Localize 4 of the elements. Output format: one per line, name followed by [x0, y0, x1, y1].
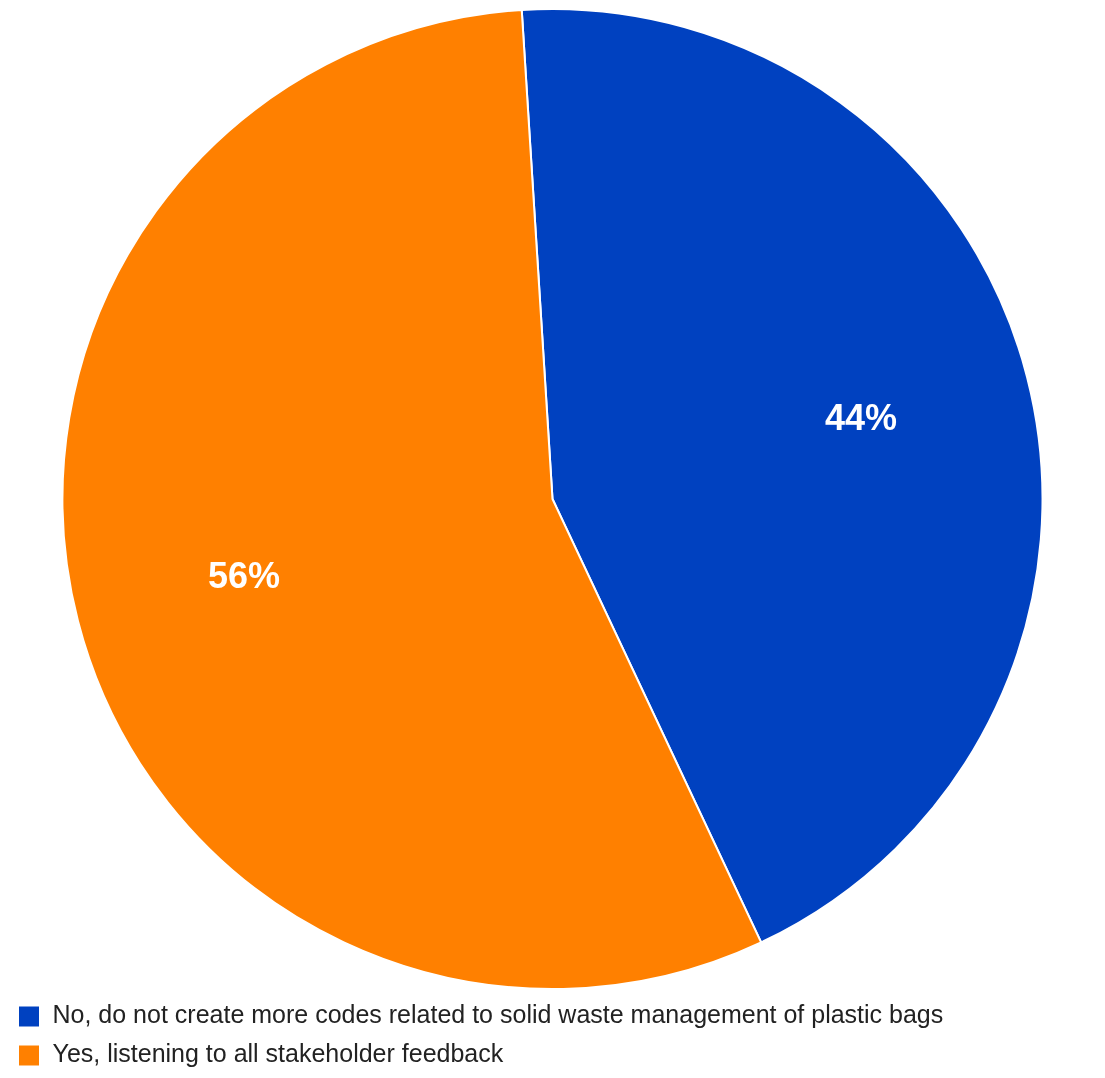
legend-label: No, do not create more codes related to solid waste management of plastic bags: [52, 1000, 944, 1029]
data-label: 44%: [824, 396, 898, 438]
legend-label: Yes, listening to all stakeholder feedback: [52, 1039, 504, 1068]
data-label: 56%: [207, 555, 281, 597]
